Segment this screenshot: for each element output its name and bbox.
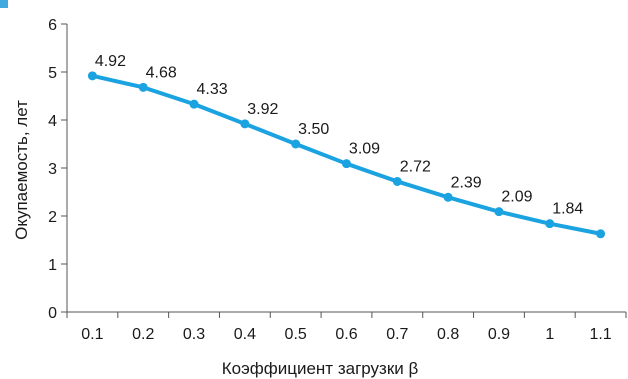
y-tick-label: 3 [48, 161, 57, 178]
x-tick-label: 0.1 [81, 326, 103, 343]
y-axis-title: Окупаемость, лет [12, 100, 31, 240]
y-tick-label: 6 [48, 17, 57, 34]
x-tick-label: 0.2 [132, 326, 154, 343]
y-tick-label: 4 [48, 113, 57, 130]
x-tick-label: 0.6 [335, 326, 357, 343]
data-point [596, 229, 606, 239]
y-tick-label: 0 [48, 305, 57, 322]
x-tick-label: 0.9 [488, 326, 510, 343]
data-label: 3.50 [298, 121, 329, 138]
x-axis: 0.1 0.2 0.3 0.4 0.5 0.6 0.7 0.8 0.9 1 1.1 [66, 311, 627, 343]
y-tick-label: 5 [48, 65, 57, 82]
data-label: 2.09 [501, 189, 532, 206]
x-tick-label: 0.5 [285, 326, 307, 343]
data-point [545, 219, 555, 229]
data-point [494, 207, 504, 217]
data-point [443, 192, 453, 202]
y-tick-label: 2 [48, 209, 57, 226]
data-point [342, 159, 351, 169]
x-tick-label: 1 [545, 326, 554, 343]
data-label: 1.84 [552, 201, 583, 218]
data-point [189, 99, 199, 109]
data-point [87, 71, 97, 81]
data-point [291, 139, 301, 149]
data-point [392, 176, 402, 186]
data-label: 3.09 [349, 141, 380, 158]
data-label: 4.68 [146, 64, 177, 81]
x-tick-label: 0.4 [234, 326, 256, 343]
data-label: 4.92 [95, 53, 126, 70]
x-tick-label: 0.7 [386, 326, 408, 343]
series-line [90, 73, 603, 236]
x-tick-label: 0.3 [183, 326, 205, 343]
y-axis: 0 1 2 3 4 5 6 [48, 17, 68, 322]
data-label: 3.92 [247, 101, 278, 118]
data-label: 4.33 [196, 81, 227, 98]
x-axis-title: Коэффициент загрузки β [222, 359, 419, 378]
x-tick-label: 0.8 [437, 326, 459, 343]
data-label: 2.39 [451, 174, 482, 191]
data-point [240, 119, 250, 129]
x-tick-label: 1.1 [589, 326, 611, 343]
corner-accent [0, 0, 8, 8]
data-point [138, 82, 148, 92]
data-label: 2.72 [400, 158, 431, 175]
series-layer: 4.92 4.68 4.33 3.92 3.50 3.09 2.72 2.39 2.09 1.84 [87, 53, 606, 239]
y-tick-label: 1 [48, 257, 57, 274]
